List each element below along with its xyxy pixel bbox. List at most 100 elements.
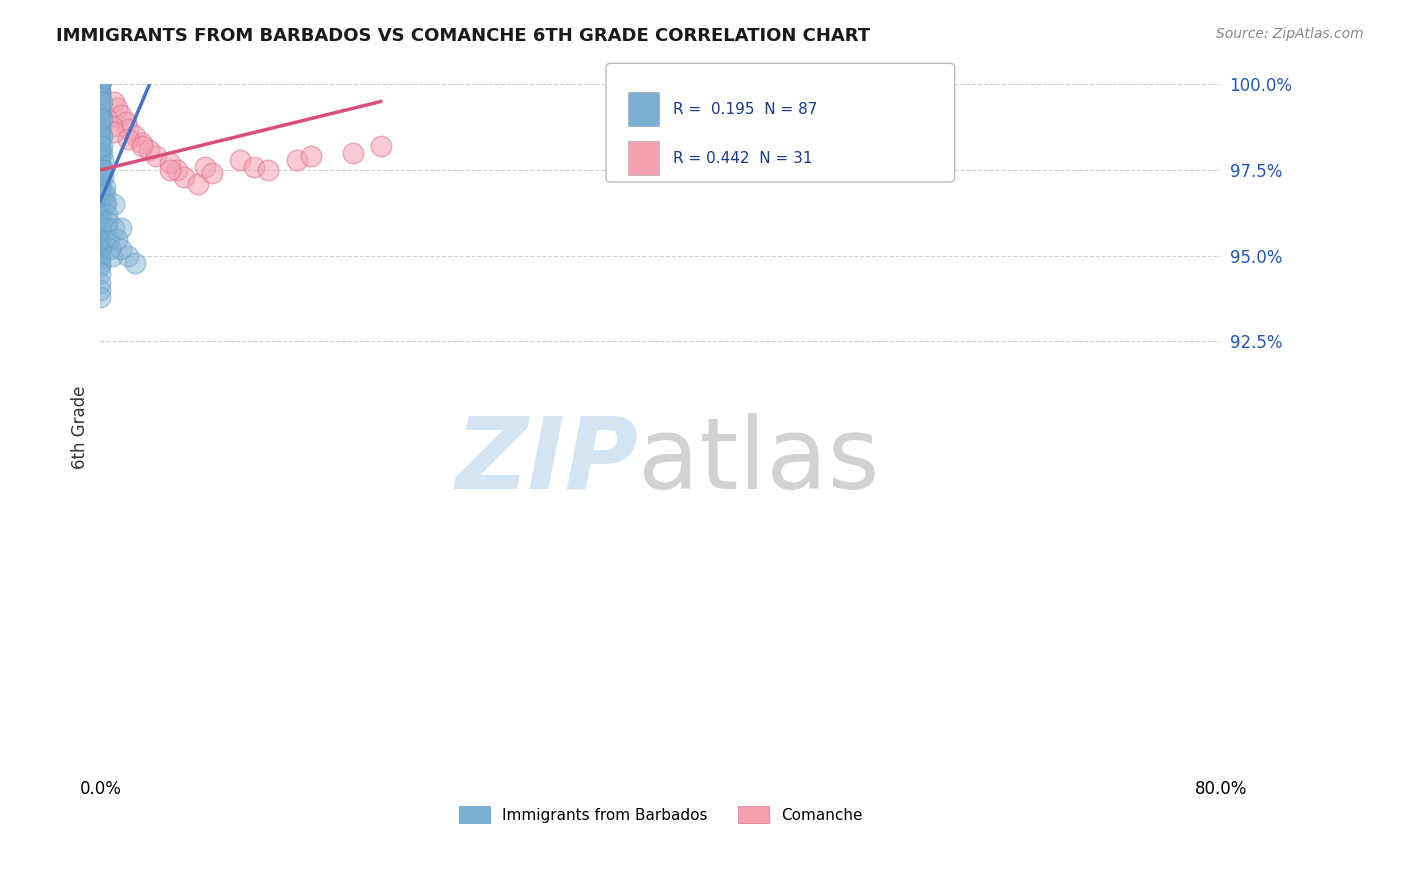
Point <box>89 108 111 122</box>
Point <box>89 173 111 187</box>
Point <box>131 139 153 153</box>
Text: R = 0.442  N = 31: R = 0.442 N = 31 <box>673 151 813 166</box>
Point <box>103 197 125 211</box>
Point <box>89 221 111 235</box>
Point <box>89 102 111 116</box>
Point <box>89 160 111 174</box>
Point <box>89 208 111 222</box>
Point <box>89 128 111 143</box>
Point <box>89 197 111 211</box>
Point <box>159 163 181 178</box>
Point <box>89 153 111 167</box>
Point <box>93 187 115 202</box>
Point <box>131 136 153 150</box>
Point <box>89 266 111 280</box>
Point <box>89 84 111 98</box>
Point <box>89 180 111 194</box>
Point <box>100 249 122 263</box>
Point <box>299 149 322 163</box>
Point <box>96 112 118 126</box>
Point <box>89 78 111 92</box>
Point <box>114 115 136 129</box>
Point <box>89 78 111 92</box>
Point <box>89 122 111 136</box>
Point <box>89 91 111 105</box>
Point <box>173 169 195 184</box>
Point <box>89 252 111 266</box>
Point <box>89 245 111 260</box>
Point <box>89 249 111 263</box>
Point <box>89 119 111 133</box>
Point <box>89 78 111 92</box>
Point <box>89 242 111 256</box>
Point <box>243 160 266 174</box>
Point <box>91 163 114 178</box>
Point <box>96 208 118 222</box>
Text: Source: ZipAtlas.com: Source: ZipAtlas.com <box>1216 27 1364 41</box>
Point <box>94 197 117 211</box>
Point <box>96 214 118 228</box>
Point <box>89 84 111 98</box>
Point <box>110 108 132 122</box>
Point <box>89 201 111 215</box>
Point <box>105 102 128 116</box>
Point <box>103 95 125 109</box>
Point <box>117 249 139 263</box>
Point <box>89 283 111 297</box>
Text: ZIP: ZIP <box>456 413 638 509</box>
Point <box>285 153 308 167</box>
Point <box>89 163 111 178</box>
Point <box>89 104 111 119</box>
Point <box>89 139 111 153</box>
Point <box>96 221 118 235</box>
Point <box>89 184 111 198</box>
Point <box>91 187 114 202</box>
Point <box>90 112 112 126</box>
Point <box>89 149 111 163</box>
Point <box>117 122 139 136</box>
Point <box>90 145 112 160</box>
Point <box>187 177 209 191</box>
Point <box>89 187 111 202</box>
Point <box>89 204 111 219</box>
Point <box>110 221 132 235</box>
Point <box>89 125 111 139</box>
Point <box>91 169 114 184</box>
Point <box>89 235 111 249</box>
Point <box>145 149 167 163</box>
Point <box>103 125 125 139</box>
Point <box>89 194 111 208</box>
Point <box>89 169 111 184</box>
Point <box>166 163 188 178</box>
Point <box>89 276 111 290</box>
Point <box>342 145 364 160</box>
Point <box>89 259 111 273</box>
Point <box>89 95 111 109</box>
Point <box>159 156 181 170</box>
Point <box>194 160 217 174</box>
Point <box>89 112 111 126</box>
Text: atlas: atlas <box>638 413 880 509</box>
Point <box>229 153 252 167</box>
Point <box>89 156 111 170</box>
Point <box>89 143 111 157</box>
Point <box>93 197 115 211</box>
Point <box>89 225 111 239</box>
Point <box>89 145 111 160</box>
Point <box>90 163 112 178</box>
Legend: Immigrants from Barbados, Comanche: Immigrants from Barbados, Comanche <box>460 805 862 823</box>
Point <box>93 180 115 194</box>
Point <box>89 87 111 102</box>
Text: IMMIGRANTS FROM BARBADOS VS COMANCHE 6TH GRADE CORRELATION CHART: IMMIGRANTS FROM BARBADOS VS COMANCHE 6TH… <box>56 27 870 45</box>
Point <box>89 132 111 146</box>
Point <box>100 119 122 133</box>
Point <box>89 238 111 252</box>
Point <box>103 221 125 235</box>
Point <box>97 231 120 245</box>
Point <box>89 78 111 92</box>
Point <box>89 177 111 191</box>
Point <box>105 231 128 245</box>
Point <box>138 143 160 157</box>
Point <box>370 139 392 153</box>
Point <box>89 228 111 243</box>
